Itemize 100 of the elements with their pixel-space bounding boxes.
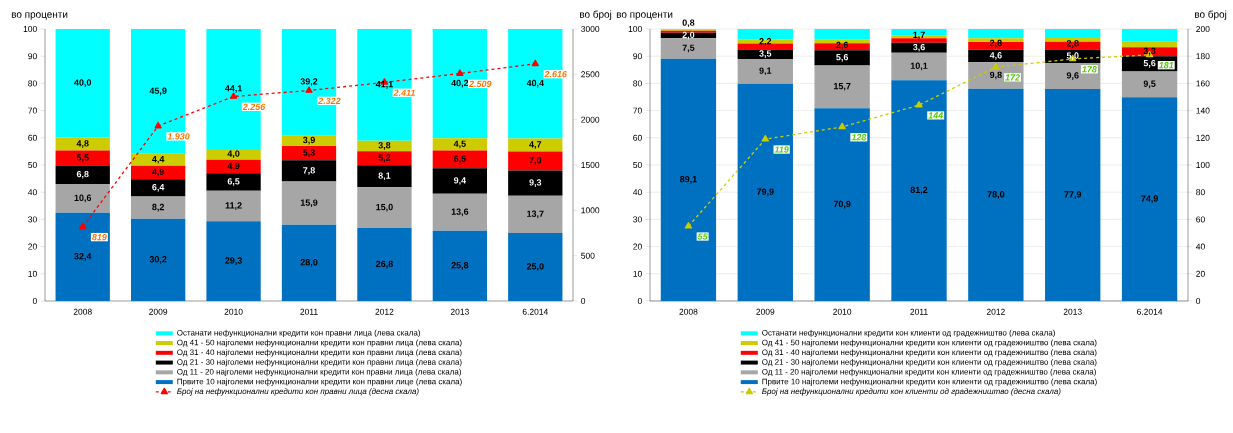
data-label: 2,6 [836,41,849,50]
y2-axis-title: во број [1195,10,1227,20]
y2-tick-label: 200 [1196,26,1210,32]
point [838,122,846,130]
y-tick-label: 60 [28,134,37,141]
data-label: 9,5 [1143,80,1156,89]
bar [891,80,947,301]
data-label: 0,8 [682,19,695,28]
bar [1045,37,1101,42]
data-label: 2,8 [989,39,1002,48]
data-label: 6,8 [76,170,89,179]
x-tick-label: 2012 [375,308,394,315]
x-tick-label: 2012 [986,308,1005,315]
bar [814,65,870,109]
bar [737,58,793,84]
bar [1045,49,1101,63]
data-label: 25,8 [451,262,469,270]
data-label: 144 [928,112,943,119]
bar [432,230,488,301]
data-label: 2,0 [682,31,695,40]
data-label: 4,9 [227,162,240,171]
data-label: 6,5 [453,155,466,164]
y2-tick-label: 1500 [581,162,600,168]
data-label: 55 [697,233,708,240]
bar [891,38,947,43]
data-label: 32,4 [74,253,92,261]
bar [1121,71,1178,98]
bar [814,50,870,66]
bar [968,88,1024,301]
bar [508,195,563,233]
data-label: 128 [851,134,867,141]
data-label: 5,5 [76,154,89,162]
data-label: 39,2 [300,78,318,86]
data-label: 45,9 [149,87,167,96]
data-label: 6,5 [227,178,240,186]
data-label: 26,8 [376,260,393,269]
data-label: 8,1 [378,172,391,181]
x-tick-label: 2013 [1063,308,1082,315]
x-tick-label: 6.2014 [522,308,548,315]
data-label: 2.322 [318,97,341,105]
bar [206,173,261,191]
data-label: 3,9 [302,136,315,145]
y-tick-label: 0 [32,298,37,304]
bar [432,138,488,151]
data-label: 9,8 [989,71,1002,80]
x-tick-label: 2010 [833,308,852,315]
bar [737,83,793,301]
y2-tick-label: 1000 [581,207,600,214]
bar [1121,97,1178,301]
data-label: 172 [1005,74,1020,81]
y2-axis-title: во број [580,10,612,20]
data-label: 11,2 [225,202,242,210]
data-label: 10,1 [910,62,928,71]
data-label: 2.616 [544,71,567,78]
y-tick-label: 80 [28,80,37,87]
bar [432,150,488,169]
data-label: 78,0 [987,191,1005,199]
bar [660,58,717,301]
bar [281,145,337,161]
bar [55,29,110,138]
y-tick-label: 70 [28,107,37,114]
bar [357,140,412,152]
data-label: 3,3 [1143,47,1156,56]
data-label: 4,6 [989,52,1002,60]
y-tick-label: 70 [633,107,642,114]
y-tick-label: 40 [633,189,642,196]
data-label: 4,0 [227,150,240,159]
x-tick-label: 2010 [224,308,243,315]
bar [814,43,870,51]
y-tick-label: 90 [633,53,642,60]
bar [55,137,110,151]
bar [206,221,261,301]
x-tick-label: 2008 [73,308,92,315]
data-label: 119 [774,146,789,153]
y-axis-title: во проценти [616,12,673,20]
point [305,86,313,93]
bar [814,108,870,301]
bar [281,224,337,301]
data-label: 178 [1082,66,1097,73]
y2-tick-label: 2000 [581,116,600,123]
bar [55,212,110,301]
bar [357,165,412,188]
bar [55,165,110,185]
bar [281,160,337,182]
y-tick-label: 60 [633,134,642,141]
bar [1121,29,1178,42]
bar [281,135,337,146]
data-label: 4,9 [152,168,165,177]
y-tick-label: 100 [628,26,642,32]
y-tick-label: 80 [633,80,642,87]
point [79,222,87,230]
data-label: 9,4 [453,177,467,185]
bar [508,170,563,196]
data-label: 44,1 [224,85,243,93]
bar [814,29,870,40]
bar [508,151,563,171]
data-label: 40,0 [74,79,92,87]
x-tick-label: 2008 [679,308,698,315]
data-label: 28,0 [300,259,318,267]
y2-tick-label: 0 [1196,298,1201,304]
